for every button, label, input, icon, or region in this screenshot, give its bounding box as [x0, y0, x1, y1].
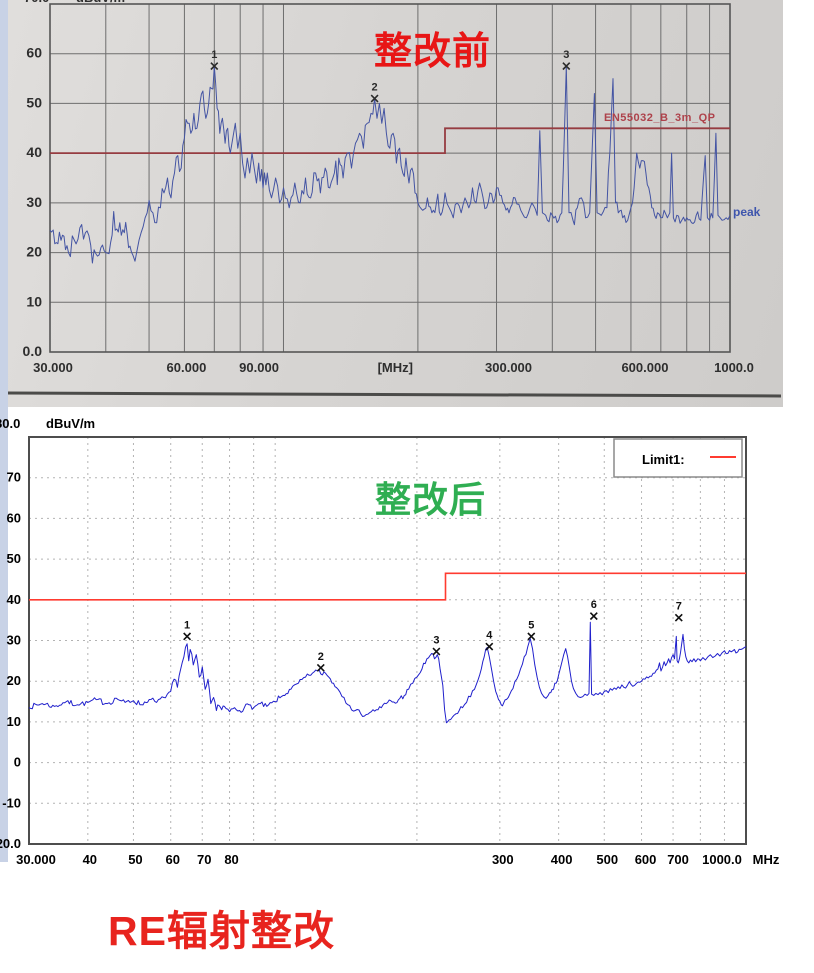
annotation-peak: peak — [733, 205, 761, 219]
svg-text:3: 3 — [563, 49, 569, 61]
svg-text:1: 1 — [211, 49, 217, 61]
caption-re-radiation-rectification: RE辐射整改 — [108, 908, 335, 954]
chart-after-svg: 123 456 730.000 40 50 60 70 80 300 400 500 600 700 10… — [0, 416, 780, 867]
svg-text:60.000: 60.000 — [167, 360, 207, 375]
limit-line — [29, 572, 746, 601]
svg-text:60: 60 — [165, 852, 179, 867]
svg-text:0.0: 0.0 — [23, 343, 43, 359]
svg-text:MHz: MHz — [753, 852, 780, 867]
svg-text:40: 40 — [26, 144, 42, 160]
svg-text:70: 70 — [197, 852, 211, 867]
emission-trace — [28, 621, 747, 724]
svg-text:40: 40 — [7, 592, 21, 607]
svg-text:7: 7 — [676, 601, 682, 613]
y-axis-header-unit: dBuV/m — [76, 0, 125, 5]
svg-text:60: 60 — [7, 510, 21, 525]
legend-limit-label: Limit1: — [642, 452, 685, 467]
svg-text:20: 20 — [7, 673, 21, 688]
svg-text:50: 50 — [7, 551, 21, 566]
svg-text:-20.0: -20.0 — [0, 836, 21, 851]
svg-text:10: 10 — [26, 293, 42, 309]
chart-before-svg: 1 2 3 30.000 60.000 90.000 [MHz] 300.000 600.000… — [23, 0, 761, 375]
label-after-rectification: 整改后 — [375, 479, 487, 520]
svg-text:90.000: 90.000 — [239, 360, 279, 375]
svg-text:6: 6 — [591, 599, 597, 611]
left-edge-strip — [0, 0, 8, 862]
grid-lines — [29, 437, 746, 844]
svg-text:50: 50 — [26, 94, 42, 110]
svg-text:[MHz]: [MHz] — [378, 360, 413, 375]
svg-text:80: 80 — [224, 852, 238, 867]
svg-text:600: 600 — [635, 852, 657, 867]
svg-text:70: 70 — [7, 470, 21, 485]
svg-text:30.000: 30.000 — [16, 852, 56, 867]
svg-text:60: 60 — [26, 45, 42, 61]
plot-border — [28, 436, 747, 845]
svg-text:50: 50 — [128, 852, 142, 867]
axis-labels: 30.000 60.000 90.000 [MHz] 300.000 600.000 100… — [23, 45, 754, 375]
svg-text:1000.0: 1000.0 — [702, 852, 742, 867]
svg-text:300: 300 — [492, 852, 514, 867]
svg-text:30: 30 — [7, 633, 21, 648]
svg-text:2: 2 — [372, 81, 378, 93]
label-before-rectification: 整改前 — [374, 31, 492, 73]
svg-text:4: 4 — [486, 630, 493, 642]
y-axis-header-value: 70.0 — [24, 0, 49, 5]
svg-text:0: 0 — [14, 755, 21, 770]
svg-text:-10: -10 — [2, 795, 21, 810]
svg-text:600.000: 600.000 — [621, 360, 668, 375]
y-axis-header-unit: dBuV/m — [46, 416, 95, 431]
svg-text:3: 3 — [433, 634, 439, 646]
annotation-en55032-b-3m-qp: EN55032_B_3m_QP — [604, 112, 715, 124]
peak-markers: 1 2 3 4 5 6 7 — [183, 599, 683, 672]
peak-markers: 1 2 3 — [210, 49, 571, 103]
axis-labels: 30.000 40 50 60 70 80 300 400 500 600 700 1000.0 MHz… — [0, 470, 780, 867]
svg-text:20: 20 — [26, 244, 42, 260]
svg-text:2: 2 — [318, 651, 324, 663]
svg-text:10: 10 — [7, 714, 21, 729]
plot-border — [49, 3, 731, 353]
emission-trace — [49, 65, 731, 264]
legend: Limit1: — [613, 438, 743, 478]
svg-text:40: 40 — [83, 852, 97, 867]
svg-text:1: 1 — [184, 619, 190, 631]
svg-text:30.000: 30.000 — [33, 360, 73, 375]
photo-before-chart — [8, 0, 783, 407]
y-axis-header-value: 80.0 — [0, 416, 20, 431]
svg-text:400: 400 — [551, 852, 573, 867]
limit-line — [50, 127, 730, 154]
svg-text:700: 700 — [667, 852, 689, 867]
svg-text:30: 30 — [26, 194, 42, 210]
svg-text:300.000: 300.000 — [485, 360, 532, 375]
svg-text:5: 5 — [528, 619, 534, 631]
svg-text:1000.0: 1000.0 — [714, 360, 754, 375]
svg-text:500: 500 — [596, 852, 618, 867]
